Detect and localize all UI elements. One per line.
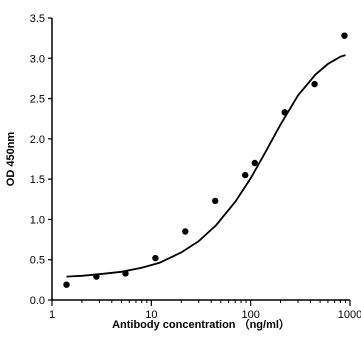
data-point — [182, 228, 189, 235]
fit-curve-layer — [66, 54, 346, 278]
y-ticks: 0.0 0.5 1.0 1.5 2.0 2.5 3.0 3.5 — [30, 13, 52, 307]
data-point — [212, 197, 219, 205]
y-tick-label: 1.5 — [30, 174, 45, 186]
data-point — [281, 109, 288, 116]
y-tick-label: 0.5 — [30, 255, 45, 267]
x-tick-label: 1 — [49, 309, 55, 321]
x-ticks: 1 10 100 1000 — [49, 300, 361, 321]
data-point — [341, 32, 348, 39]
y-tick-label: 0.0 — [30, 295, 45, 307]
y-tick-label: 1.0 — [30, 214, 45, 226]
y-tick-label: 3.0 — [30, 53, 45, 65]
y-axis-title: OD 450nm — [5, 132, 17, 187]
data-point — [63, 281, 70, 288]
y-tick-label: 3.5 — [30, 13, 45, 25]
fit-curve — [66, 54, 346, 278]
data-point — [311, 80, 318, 88]
y-tick-label: 2.5 — [30, 94, 45, 106]
plot-area: 0.0 0.5 1.0 1.5 2.0 2.5 3.0 3.5 1 10 100 1000 — [30, 13, 361, 321]
x-tick-label: 1000 — [338, 309, 361, 321]
data-points — [63, 32, 348, 288]
data-point — [152, 254, 159, 262]
x-tick-label: 100 — [241, 309, 259, 321]
data-point — [242, 171, 249, 179]
data-point — [122, 270, 129, 277]
x-tick-label: 10 — [145, 309, 157, 321]
data-point — [93, 273, 100, 280]
y-tick-label: 2.0 — [30, 134, 45, 146]
x-axis-title: Antibody concentration （ng/ml） — [112, 318, 290, 331]
data-point — [251, 159, 258, 167]
